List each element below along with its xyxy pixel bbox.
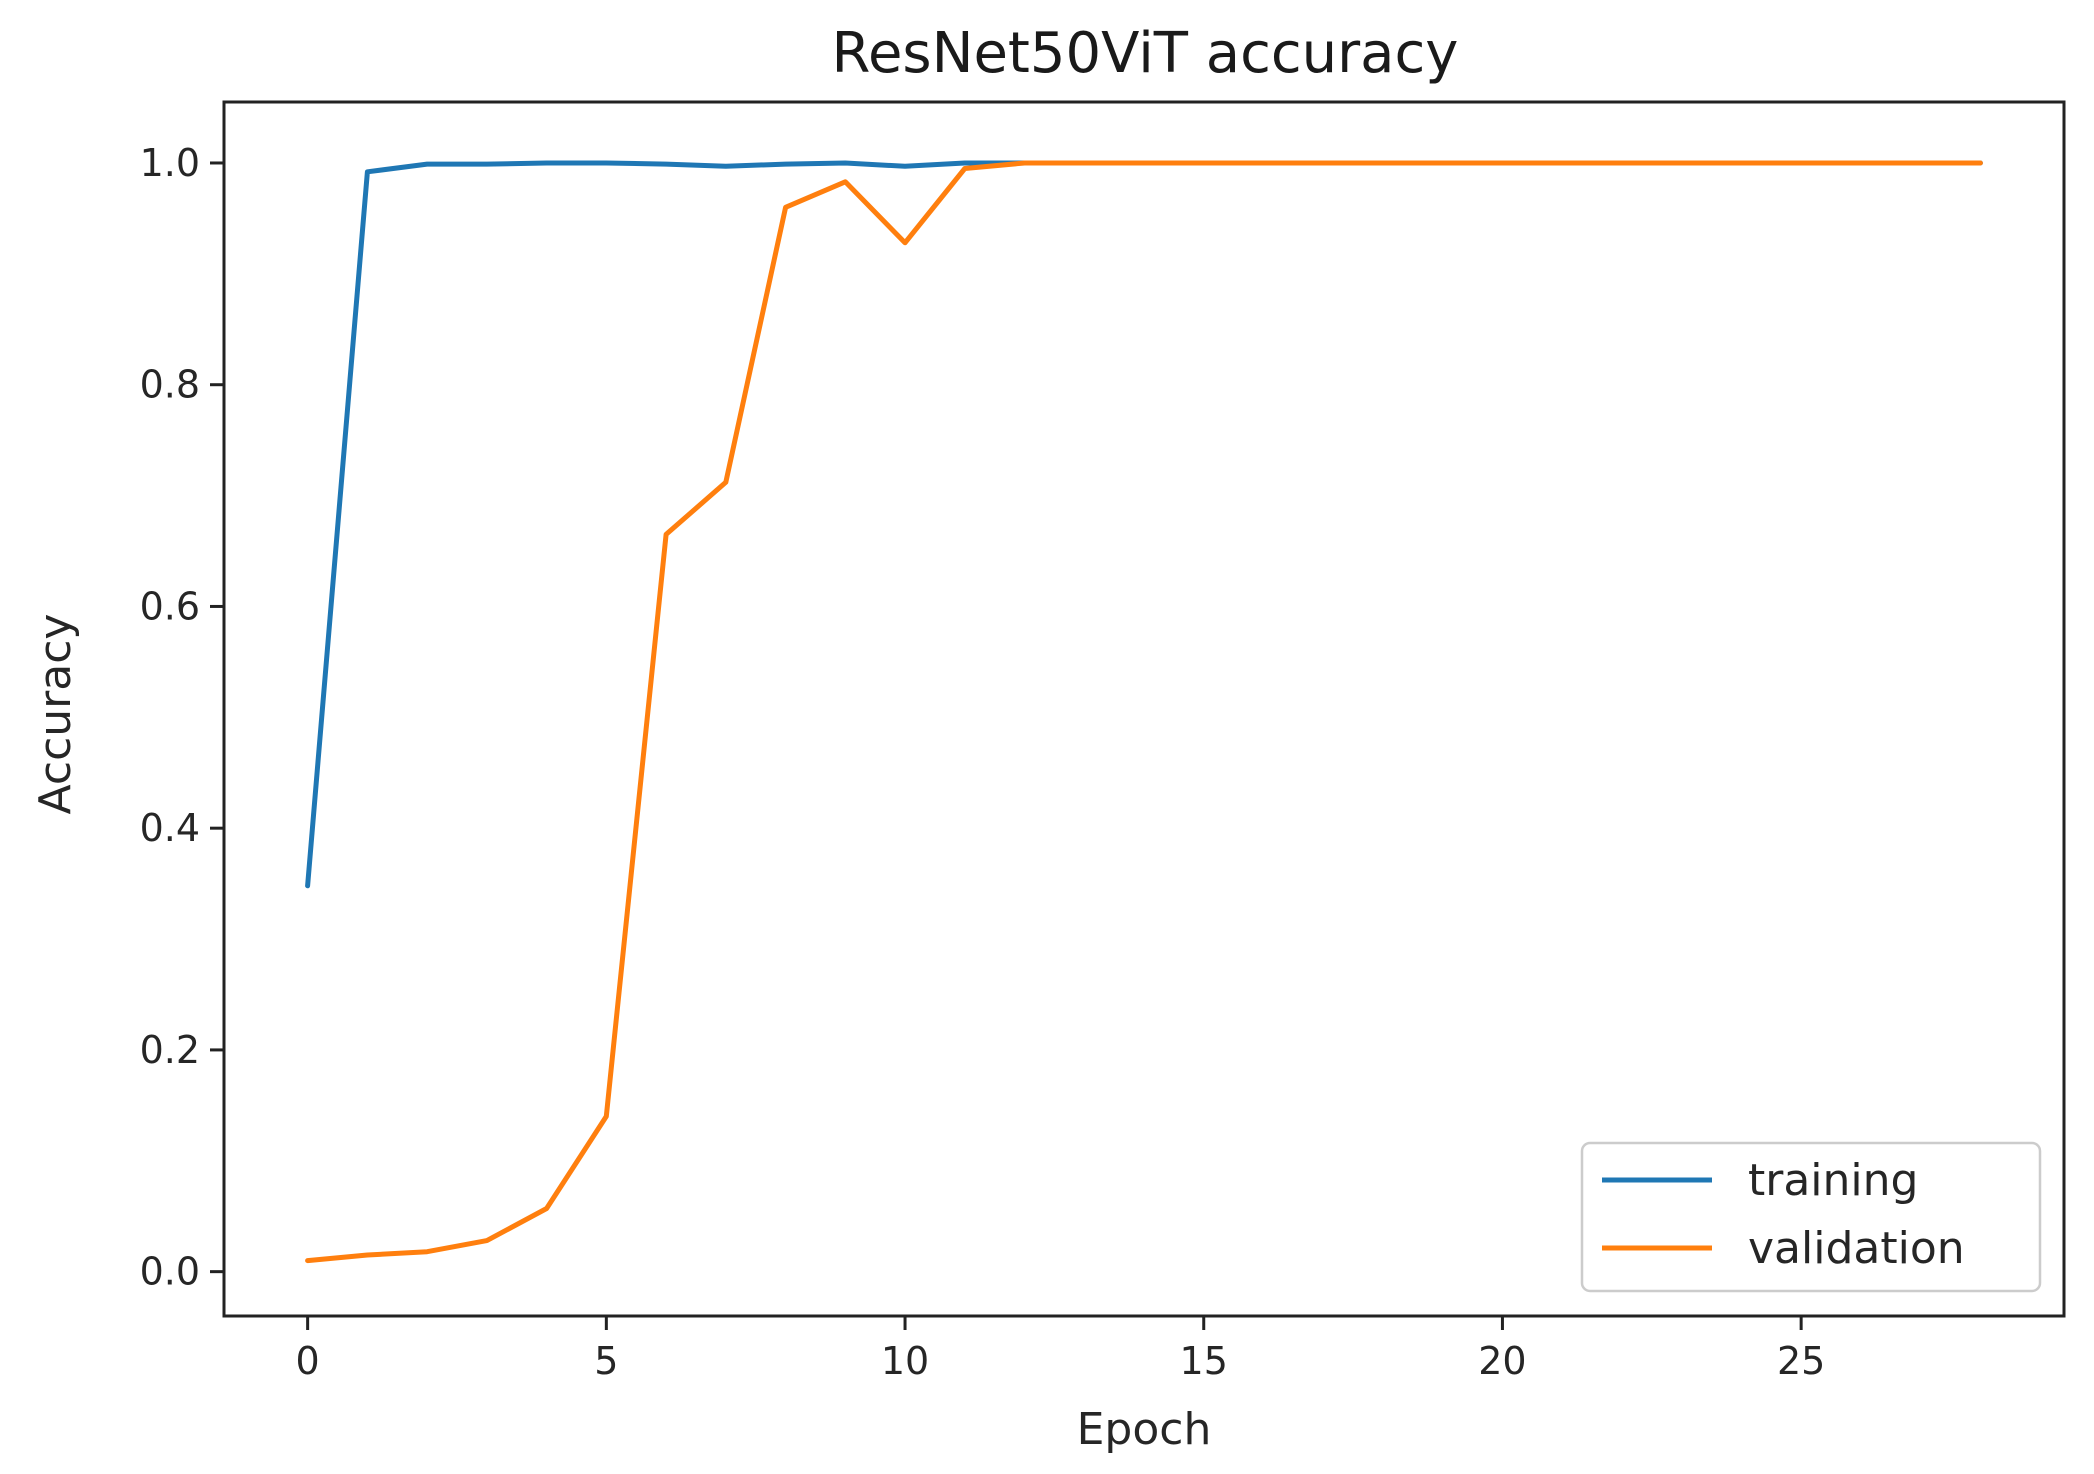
y-tick-label: 0.2 <box>140 1028 200 1072</box>
y-tick-label: 0.4 <box>140 806 200 850</box>
legend: training validation <box>1580 1141 2042 1293</box>
x-axis-ticks: 0 5 10 15 20 25 <box>296 1316 1825 1383</box>
series-line-validation <box>305 160 1983 1264</box>
y-tick-label: 1.0 <box>140 141 200 185</box>
x-tick-label: 25 <box>1777 1339 1825 1383</box>
legend-label-validation: validation <box>1748 1223 1965 1274</box>
x-axis-label: Epoch <box>1077 1404 1212 1455</box>
x-tick-label: 20 <box>1478 1339 1526 1383</box>
x-tick-label: 10 <box>881 1339 929 1383</box>
y-axis-ticks: 0.0 0.2 0.4 0.6 0.8 1.0 <box>140 141 224 1294</box>
plot-frame <box>222 100 2066 1318</box>
x-tick-label: 15 <box>1180 1339 1228 1383</box>
series-lines <box>305 160 1983 1264</box>
x-tick-label: 0 <box>296 1339 320 1383</box>
legend-label-training: training <box>1748 1155 1918 1206</box>
x-tick-label: 5 <box>594 1339 618 1383</box>
y-tick-label: 0.8 <box>140 363 200 407</box>
series-line-training <box>305 160 1983 889</box>
y-axis-label: Accuracy <box>30 614 81 815</box>
y-tick-label: 0.6 <box>140 584 200 628</box>
y-tick-label: 0.0 <box>140 1250 200 1294</box>
chart-title: ResNet50ViT accuracy <box>832 21 1459 86</box>
